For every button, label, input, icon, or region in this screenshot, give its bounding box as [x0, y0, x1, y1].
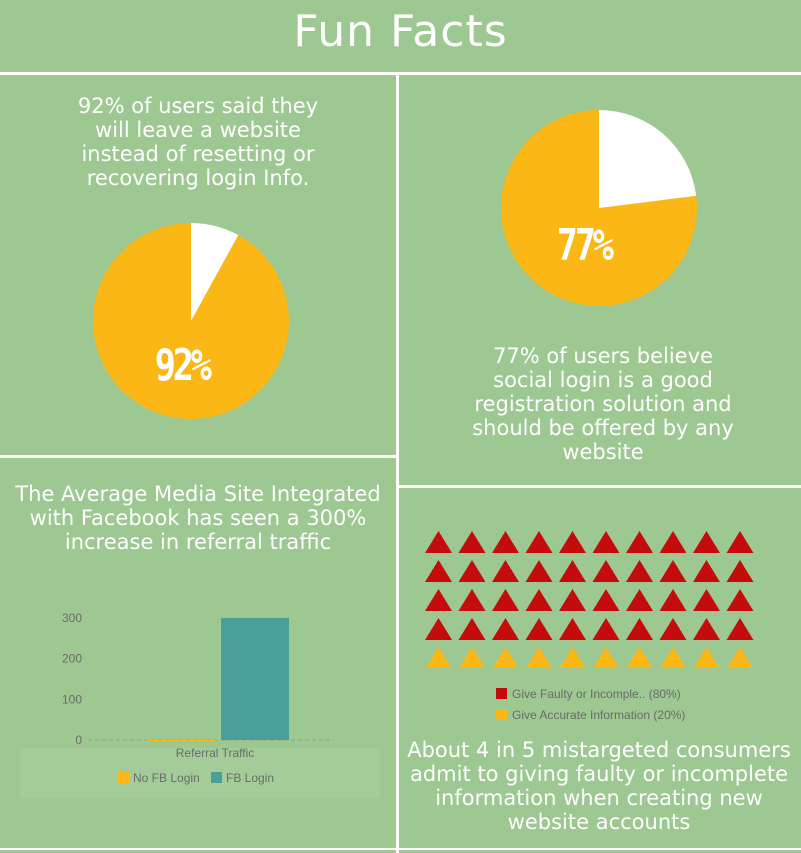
caption-mistargeted-consumers: About 4 in 5 mistargeted consumers admit…	[407, 738, 791, 834]
pictograph-triangle	[659, 618, 687, 640]
page-title: Fun Facts	[293, 6, 508, 57]
pictograph-triangle	[626, 589, 653, 611]
pictograph-triangle	[525, 531, 553, 553]
pictograph-triangle	[459, 647, 485, 668]
pictograph-triangle	[592, 560, 620, 582]
pie-92-slice-1	[191, 223, 239, 321]
caption-facebook-referral: The Average Media Site Integrated with F…	[15, 482, 381, 554]
pictograph-triangle	[659, 589, 687, 611]
pictograph-triangle	[458, 618, 486, 640]
pictograph-triangle	[425, 589, 452, 611]
legend-swatch-1	[211, 772, 222, 783]
pictograph-triangle	[693, 560, 720, 582]
pictograph-triangle	[425, 618, 452, 640]
pictograph-triangle	[425, 560, 452, 582]
right-panel-divider	[399, 485, 801, 488]
pictograph-triangle	[660, 647, 686, 668]
legend-label-1: FB Login	[226, 771, 274, 785]
bar-fb-login	[221, 618, 289, 740]
pictograph-legend: Give Faulty or Incomple.. (80%) Give Accu…	[496, 687, 685, 722]
pictograph-triangle	[559, 618, 586, 640]
pictograph-triangle	[458, 560, 486, 582]
pie-label-92: 92%	[154, 340, 212, 391]
pictograph-triangle	[526, 647, 552, 668]
left-panel-divider	[0, 455, 396, 458]
title-divider	[0, 72, 801, 75]
pictograph-triangle	[525, 589, 553, 611]
pictograph-triangle	[693, 589, 720, 611]
pictograph-triangle	[425, 531, 452, 553]
pictograph-triangle	[592, 531, 620, 553]
pictograph-triangle	[626, 531, 653, 553]
pie-chart-77	[500, 110, 697, 306]
pictograph-triangle	[525, 618, 553, 640]
pictograph-triangle	[626, 560, 653, 582]
pictograph-triangle	[727, 647, 753, 668]
pictograph-triangle	[726, 618, 754, 640]
pie-77-slice-1	[599, 110, 697, 208]
pie-label-77: 77%	[556, 220, 614, 271]
bar-chart-bottom-band	[20, 748, 380, 798]
pie-chart-92	[92, 223, 290, 419]
legend-swatch-0	[118, 772, 129, 783]
pictograph-triangle	[559, 589, 586, 611]
pictograph-triangle	[659, 560, 687, 582]
bottom-edge-line	[0, 848, 801, 850]
pictograph-triangle	[559, 560, 586, 582]
pictograph-triangle	[458, 531, 486, 553]
pictograph-triangle	[559, 531, 586, 553]
pictograph-triangle	[425, 647, 452, 668]
pictograph-triangle	[492, 618, 519, 640]
pictograph-triangle	[626, 618, 653, 640]
center-divider	[396, 75, 399, 853]
bar-no-fb-login	[147, 740, 215, 741]
legend-label-0: No FB Login	[133, 771, 200, 785]
triangle-pictograph	[425, 531, 754, 668]
bar-chart-referral: 0 100 200 300 Referral Traffic No FB Login FB …	[20, 611, 380, 798]
pictograph-triangle	[458, 589, 486, 611]
pictograph-triangle	[593, 647, 619, 668]
pictograph-triangle	[726, 589, 754, 611]
pictograph-legend-label-0: Give Faulty or Incomple.. (80%)	[512, 687, 681, 701]
pictograph-triangle	[659, 531, 687, 553]
pictograph-triangle	[693, 531, 720, 553]
pictograph-triangle	[626, 647, 653, 668]
pie-92-slice-0	[92, 223, 290, 419]
pictograph-triangle	[592, 589, 620, 611]
pictograph-triangle	[559, 647, 586, 668]
pictograph-legend-swatch-0	[496, 688, 507, 699]
pictograph-legend-swatch-1	[496, 709, 507, 720]
y-tick-label: 100	[62, 692, 82, 706]
y-tick-label: 200	[62, 652, 82, 666]
caption-leave-website: 92% of users said they will leave a webs…	[77, 94, 319, 190]
pictograph-triangle	[492, 647, 519, 668]
pictograph-triangle	[726, 531, 754, 553]
pictograph-triangle	[693, 618, 720, 640]
pictograph-triangle	[525, 560, 553, 582]
pictograph-legend-label-1: Give Accurate Information (20%)	[512, 708, 685, 722]
pictograph-triangle	[492, 589, 519, 611]
y-tick-label: 0	[75, 733, 82, 747]
pictograph-triangle	[492, 560, 519, 582]
y-tick-label: 300	[62, 611, 82, 625]
caption-social-login: 77% of users believe social login is a g…	[472, 344, 734, 464]
pictograph-triangle	[693, 647, 720, 668]
x-category-label: Referral Traffic	[176, 746, 254, 760]
pictograph-triangle	[592, 618, 620, 640]
pie-77-slice-0	[500, 110, 697, 306]
pictograph-triangle	[726, 560, 754, 582]
pictograph-triangle	[492, 531, 519, 553]
